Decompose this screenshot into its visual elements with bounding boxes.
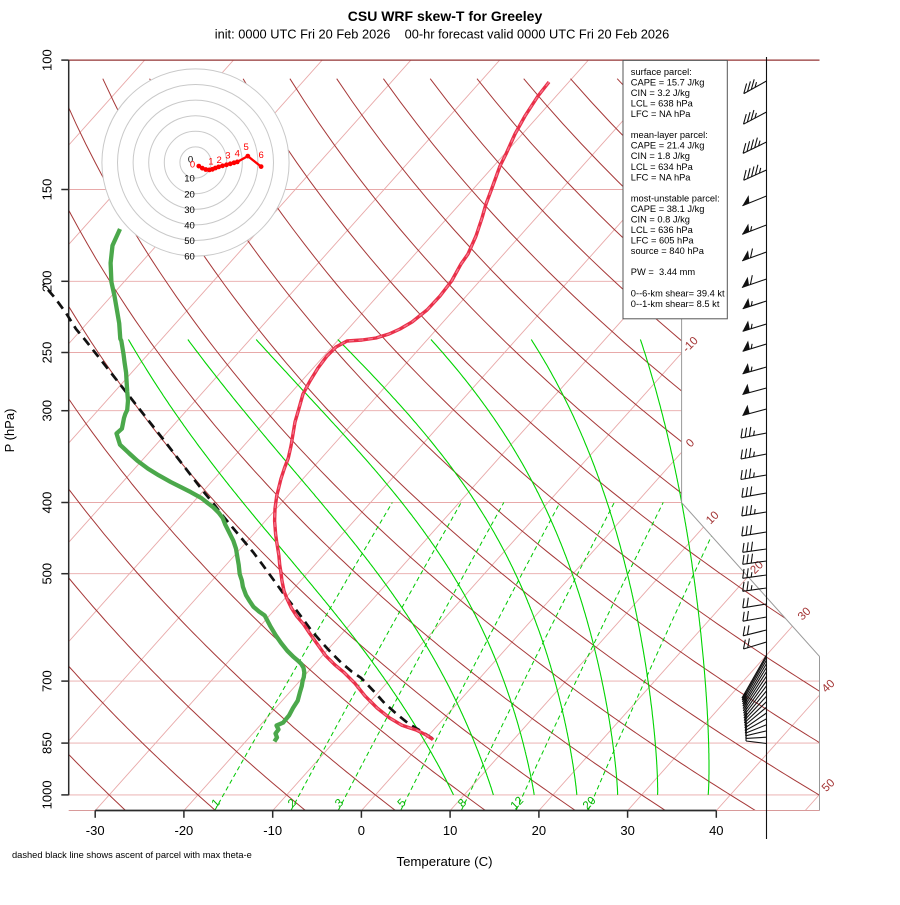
svg-text:CIN = 1.8 J/kg: CIN = 1.8 J/kg xyxy=(631,151,690,161)
svg-text:PW = 3.44 mm: PW = 3.44 mm xyxy=(631,267,696,277)
svg-text:30: 30 xyxy=(620,823,634,838)
svg-text:LFC = NA hPa: LFC = NA hPa xyxy=(631,172,692,182)
svg-text:20: 20 xyxy=(184,189,195,200)
svg-text:4: 4 xyxy=(235,148,240,159)
svg-text:0--1-km shear= 8.5 kt: 0--1-km shear= 8.5 kt xyxy=(631,299,720,309)
svg-text:LCL = 638 hPa: LCL = 638 hPa xyxy=(631,99,694,109)
svg-text:CIN = 3.2 J/kg: CIN = 3.2 J/kg xyxy=(631,88,690,98)
svg-text:-10: -10 xyxy=(263,823,282,838)
svg-text:10: 10 xyxy=(184,174,195,185)
svg-text:CIN = 0.8 J/kg: CIN = 0.8 J/kg xyxy=(631,215,690,225)
svg-text:LCL = 634 hPa: LCL = 634 hPa xyxy=(631,162,694,172)
svg-text:0: 0 xyxy=(358,823,365,838)
svg-text:30: 30 xyxy=(184,205,195,216)
svg-text:most-unstable parcel:: most-unstable parcel: xyxy=(631,193,720,203)
svg-text:300: 300 xyxy=(40,400,55,422)
svg-text:surface parcel:: surface parcel: xyxy=(631,67,692,77)
svg-text:1000: 1000 xyxy=(40,780,55,809)
svg-text:0--6-km shear= 39.4 kt: 0--6-km shear= 39.4 kt xyxy=(631,288,725,298)
svg-text:700: 700 xyxy=(40,670,55,692)
svg-text:40: 40 xyxy=(709,823,723,838)
svg-text:CAPE = 38.1 J/kg: CAPE = 38.1 J/kg xyxy=(631,204,705,214)
svg-text:P (hPa): P (hPa) xyxy=(2,409,17,453)
svg-text:init: 0000 UTC Fri 20 Feb 2026: init: 0000 UTC Fri 20 Feb 2026 00-hr for… xyxy=(215,27,670,42)
svg-text:-30: -30 xyxy=(86,823,105,838)
svg-text:100: 100 xyxy=(40,49,55,71)
svg-text:2: 2 xyxy=(216,155,221,166)
svg-text:60: 60 xyxy=(184,252,195,263)
svg-text:150: 150 xyxy=(40,179,55,201)
svg-text:CAPE = 15.7 J/kg: CAPE = 15.7 J/kg xyxy=(631,77,705,87)
svg-text:500: 500 xyxy=(40,563,55,585)
svg-text:250: 250 xyxy=(40,342,55,364)
svg-text:400: 400 xyxy=(40,492,55,514)
svg-text:20: 20 xyxy=(532,823,546,838)
svg-text:LFC = 605 hPa: LFC = 605 hPa xyxy=(631,236,695,246)
svg-text:1: 1 xyxy=(208,156,213,167)
svg-text:dashed black line shows ascent: dashed black line shows ascent of parcel… xyxy=(12,850,252,860)
svg-text:CSU WRF skew-T for Greeley: CSU WRF skew-T for Greeley xyxy=(348,8,543,24)
svg-text:CAPE = 21.4 J/kg: CAPE = 21.4 J/kg xyxy=(631,141,705,151)
svg-text:-20: -20 xyxy=(175,823,194,838)
svg-text:Temperature (C): Temperature (C) xyxy=(396,854,492,869)
svg-text:mean-layer parcel:: mean-layer parcel: xyxy=(631,130,708,140)
svg-text:source = 840 hPa: source = 840 hPa xyxy=(631,246,705,256)
svg-text:850: 850 xyxy=(40,732,55,754)
svg-text:10: 10 xyxy=(443,823,457,838)
svg-text:6: 6 xyxy=(258,150,263,161)
svg-text:3: 3 xyxy=(225,150,230,161)
svg-text:LCL = 636 hPa: LCL = 636 hPa xyxy=(631,225,694,235)
svg-text:5: 5 xyxy=(243,142,248,153)
svg-text:0: 0 xyxy=(190,160,195,171)
svg-text:50: 50 xyxy=(184,236,195,247)
svg-text:40: 40 xyxy=(184,221,195,232)
svg-text:200: 200 xyxy=(40,270,55,292)
svg-text:LFC = NA hPa: LFC = NA hPa xyxy=(631,109,692,119)
